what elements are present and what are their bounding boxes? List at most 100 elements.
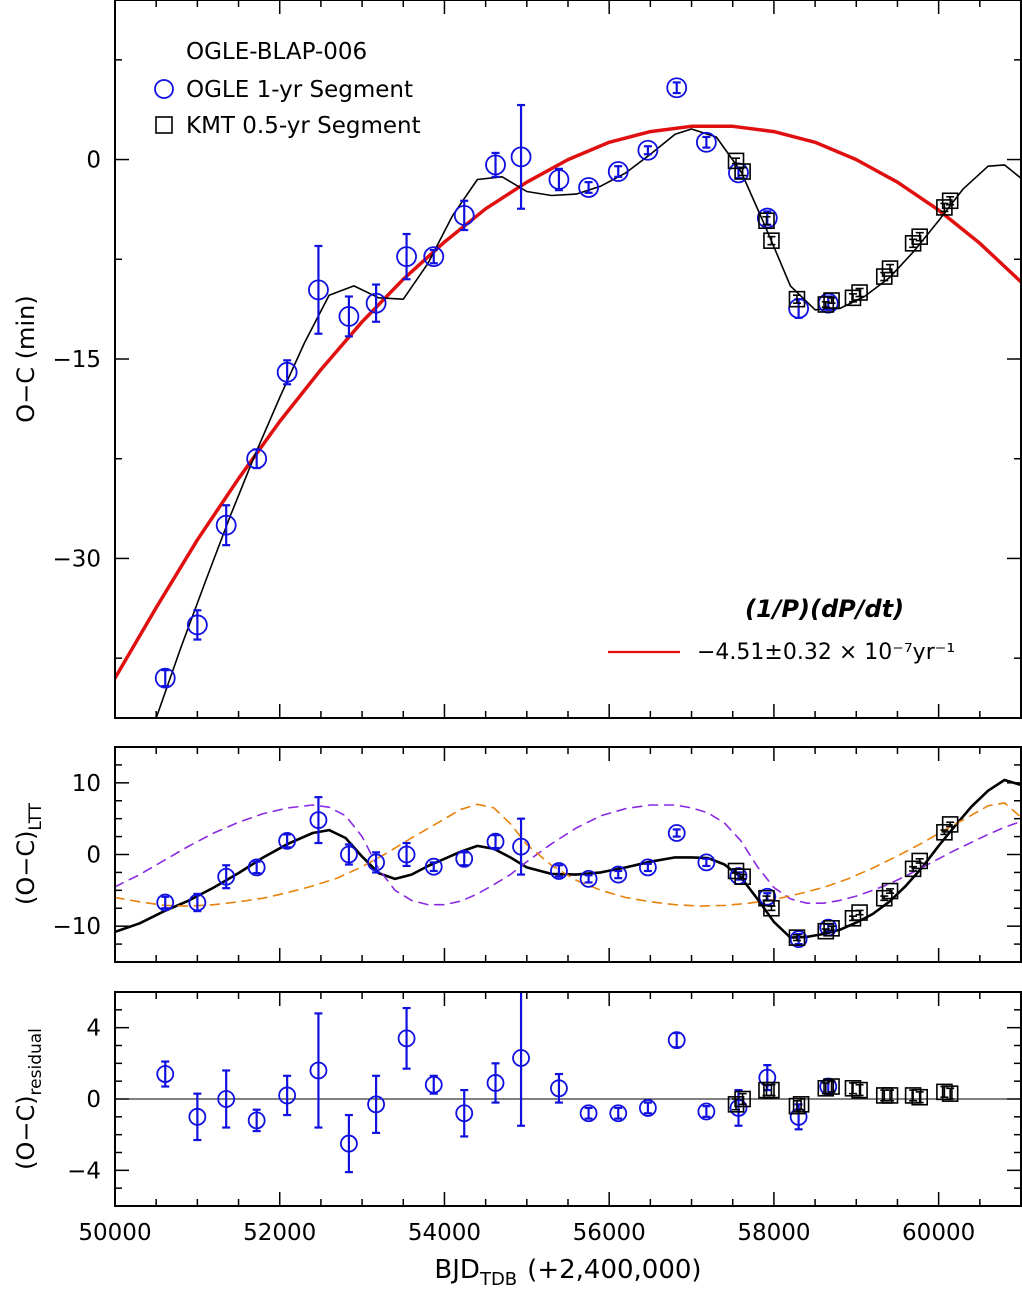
ogle-data-point xyxy=(550,862,568,880)
x-axis-label-sub: TDB xyxy=(479,1269,517,1290)
ogle-data-point xyxy=(397,1006,416,1070)
kmt-data-point xyxy=(844,289,862,307)
square-marker xyxy=(941,1085,959,1102)
y-tick-label: 0 xyxy=(86,1087,101,1113)
square-marker xyxy=(788,290,806,308)
circle-marker xyxy=(156,893,175,912)
ogle-data-point xyxy=(154,667,176,689)
square-marker xyxy=(727,862,745,880)
series-line-quadratic-fit xyxy=(115,124,1021,680)
circle-marker xyxy=(512,837,530,856)
x-axis-label-main: BJD xyxy=(434,1255,480,1285)
top-data-points xyxy=(154,77,959,689)
circle-marker xyxy=(246,448,268,470)
top-panel-frame xyxy=(114,0,1022,719)
kmt-data-point xyxy=(823,292,840,309)
middle-y-axis-label-sub: LTT xyxy=(26,802,46,830)
square-marker xyxy=(823,292,840,309)
ogle-data-point xyxy=(423,246,445,268)
ogle-data-point xyxy=(156,893,175,912)
ogle-data-point xyxy=(607,161,629,182)
legend-square-marker xyxy=(155,116,173,134)
circle-marker xyxy=(486,832,505,851)
kmt-data-point xyxy=(851,904,868,921)
circle-marker xyxy=(550,862,568,880)
kmt-data-point xyxy=(851,1081,868,1099)
panel-middle: 10 0 −10 (O−C)LTT xyxy=(12,746,1022,963)
square-marker xyxy=(904,1087,922,1104)
middle-y-tick-labels: 10 0 −10 xyxy=(52,771,101,940)
series-line-quadratic-ltt-model xyxy=(155,128,1021,718)
circle-marker xyxy=(486,1074,505,1092)
circle-marker xyxy=(697,1102,716,1121)
bottom-y-axis-label: (O−C)residual xyxy=(12,1028,46,1170)
kmt-data-point xyxy=(817,296,835,313)
circle-marker xyxy=(423,246,445,268)
circle-marker xyxy=(188,1107,207,1126)
middle-y-axis-label-main: (O−C) xyxy=(12,831,40,905)
kmt-data-point xyxy=(911,852,928,870)
middle-axis-ticks xyxy=(114,746,1022,963)
ogle-data-point xyxy=(486,832,505,851)
circle-marker xyxy=(340,845,358,864)
circle-marker xyxy=(579,869,598,888)
x-tick-labels: 50000 52000 54000 56000 58000 60000 xyxy=(78,1220,975,1246)
square-marker xyxy=(823,1078,840,1095)
square-marker xyxy=(851,904,868,921)
kmt-data-point xyxy=(851,284,868,301)
ogle-data-point xyxy=(397,841,416,868)
kmt-data-point xyxy=(881,260,899,277)
square-marker xyxy=(844,1080,862,1097)
ogle-data-point xyxy=(579,1104,598,1123)
circle-marker xyxy=(186,614,208,636)
ogle-data-point xyxy=(788,298,810,319)
circle-marker xyxy=(548,169,570,190)
square-marker xyxy=(763,232,780,249)
circle-marker xyxy=(695,131,717,153)
square-marker xyxy=(904,235,922,252)
circle-marker xyxy=(637,139,659,161)
circle-marker xyxy=(789,930,808,948)
middle-y-axis-label: (O−C)LTT xyxy=(12,802,46,905)
square-marker xyxy=(817,1080,835,1097)
ogle-data-point xyxy=(424,857,443,876)
ogle-data-point xyxy=(309,1012,328,1129)
y-tick-label: −10 xyxy=(52,914,101,940)
circle-marker xyxy=(607,161,629,182)
ogle-data-point xyxy=(550,1072,568,1104)
square-marker xyxy=(844,909,862,927)
y-tick-label: 10 xyxy=(72,771,101,797)
legend-label-kmt: KMT 0.5-yr Segment xyxy=(186,113,421,139)
square-marker xyxy=(792,1096,810,1113)
circle-marker xyxy=(365,292,387,314)
square-marker xyxy=(936,1083,953,1101)
x-axis-label-suffix: (+2,400,000) xyxy=(527,1255,701,1285)
legend-label-ogle: OGLE 1-yr Segment xyxy=(186,77,413,103)
bottom-panel-frame xyxy=(114,991,1022,1207)
ogle-data-point xyxy=(246,448,268,470)
circle-marker xyxy=(156,1065,175,1083)
y-tick-label: −15 xyxy=(52,347,101,373)
y-tick-label: 4 xyxy=(86,1016,101,1042)
kmt-data-point xyxy=(936,199,953,216)
square-marker xyxy=(734,163,751,180)
ogle-data-point xyxy=(308,244,329,335)
ogle-data-point xyxy=(697,1102,716,1121)
circle-marker xyxy=(609,1104,628,1123)
top-axis-ticks xyxy=(114,0,1022,718)
ogle-data-point xyxy=(485,151,506,178)
x-tick-label: 50000 xyxy=(78,1220,151,1246)
middle-model-curves xyxy=(115,778,1021,939)
circle-marker xyxy=(397,845,416,864)
bottom-y-tick-labels: 4 0 −4 xyxy=(67,1016,101,1185)
ogle-data-point xyxy=(156,1060,175,1088)
circle-marker xyxy=(340,1134,358,1153)
circle-marker xyxy=(367,853,385,872)
kmt-data-point xyxy=(763,1081,780,1099)
ogle-data-point xyxy=(579,869,598,888)
circle-marker xyxy=(397,1029,416,1048)
circle-marker xyxy=(758,1068,777,1087)
ogle-data-point xyxy=(638,1099,657,1117)
circle-marker xyxy=(550,1079,568,1098)
